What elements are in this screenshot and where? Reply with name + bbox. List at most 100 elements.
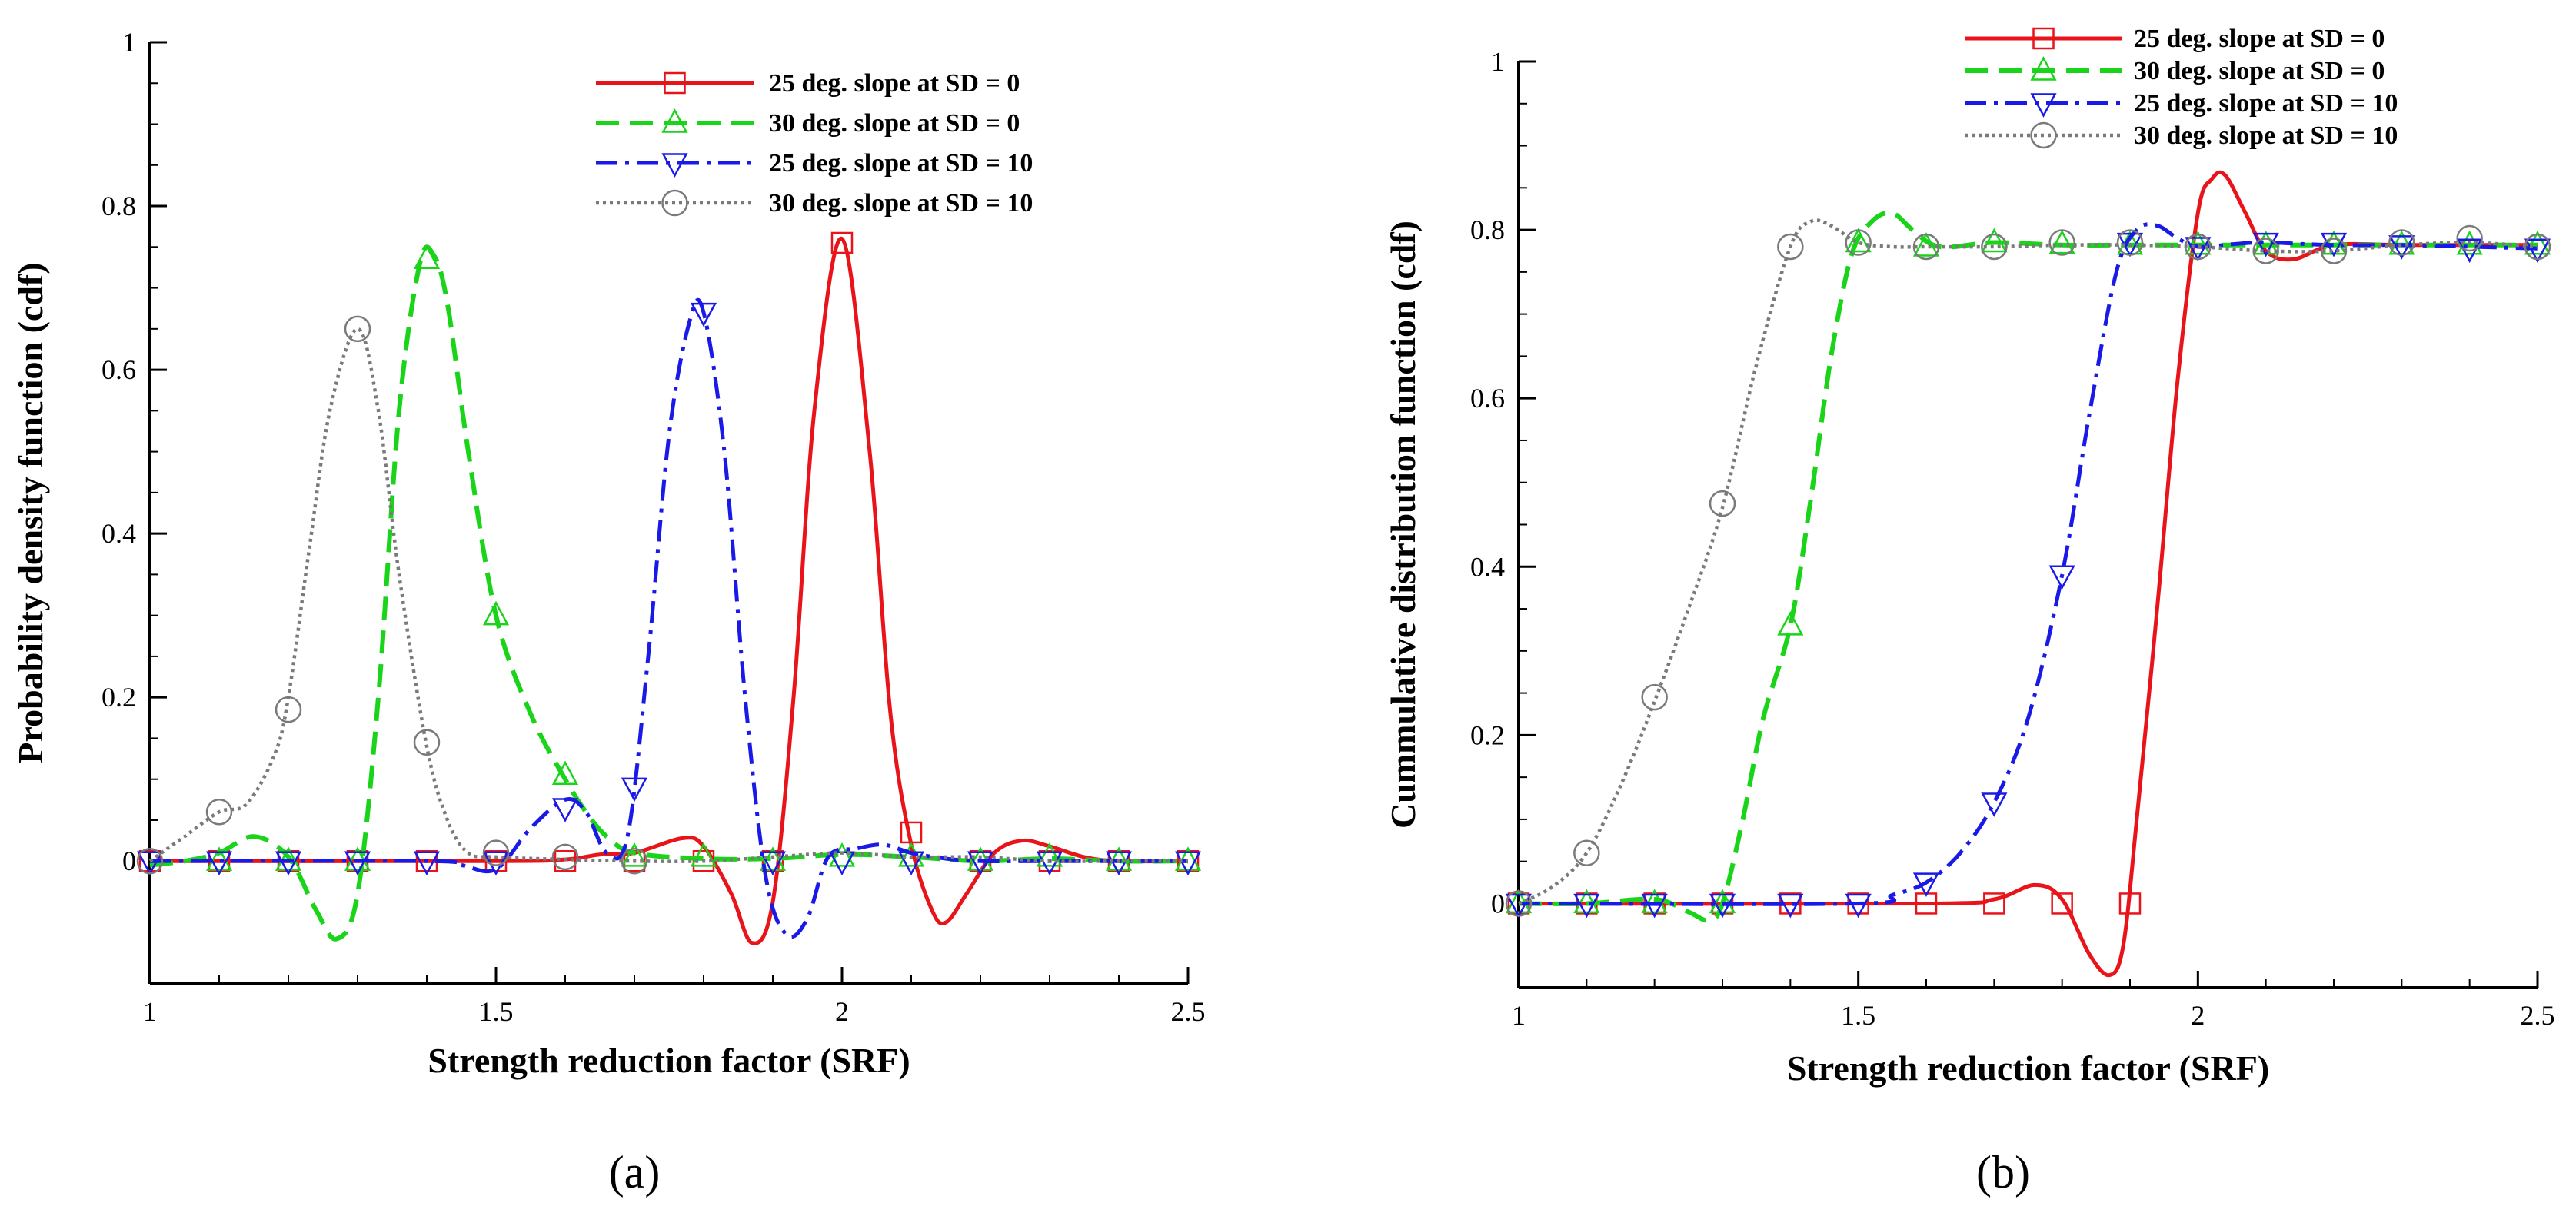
panel-a-data-point bbox=[344, 851, 371, 876]
panel-b-data-point bbox=[1845, 893, 1872, 919]
panel-a-data-point bbox=[1177, 849, 1200, 872]
panel-label-b: (b) bbox=[1976, 1147, 2030, 1198]
panel-b-data-point bbox=[1709, 490, 1736, 517]
panel-a-data-point bbox=[1174, 851, 1202, 876]
panel-b-data-point bbox=[2320, 232, 2348, 257]
panel-a-y-axis-title: Probability density function (cdf) bbox=[11, 262, 50, 763]
panel-a-series-4 bbox=[136, 315, 1188, 875]
panel-a-data-point bbox=[551, 798, 579, 822]
panel-b-legend-label: 25 deg. slope at SD = 10 bbox=[2134, 89, 2398, 118]
panel-a-data-point bbox=[482, 839, 510, 866]
panel-a-y-tick-label: 0.2 bbox=[102, 682, 136, 713]
panel-label-a: (a) bbox=[609, 1147, 661, 1198]
panel-b-data-point bbox=[1505, 890, 1533, 917]
panel-a-data-point bbox=[205, 846, 233, 871]
panel-a-legend-marker bbox=[661, 108, 688, 133]
panel-b-legend: 25 deg. slope at SD = 0 30 deg. slope at … bbox=[1965, 25, 2398, 150]
panel-b-legend-label: 30 deg. slope at SD = 10 bbox=[2134, 121, 2398, 150]
panel-a-data-point bbox=[554, 849, 577, 872]
panel-b-data-point bbox=[1983, 892, 2005, 915]
panel-b-data-point bbox=[2252, 232, 2279, 257]
panel-a-series-line bbox=[149, 244, 1189, 942]
panel-b-data-point bbox=[1845, 228, 1872, 253]
panel-b-data-point bbox=[1777, 893, 1804, 919]
panel-a-data-point bbox=[1036, 842, 1063, 867]
panel-b-chart: 1 1.5 2 2.5 0 0.2 0.4 0.6 0.8 1 Strength reduction… bbox=[1383, 25, 2555, 1088]
panel-b-data-point bbox=[2048, 229, 2075, 256]
panel-a-data-point bbox=[413, 244, 441, 269]
panel-b-series-3 bbox=[1505, 222, 2551, 919]
panel-a-legend-marker bbox=[661, 153, 688, 178]
panel-a-x-tick-label: 1 bbox=[143, 996, 157, 1027]
panel-a-data-point bbox=[136, 851, 164, 876]
panel-b-x-axis-title: Strength reduction factor (SRF) bbox=[1787, 1048, 2269, 1088]
panel-b-x-tick-label: 2 bbox=[2191, 1000, 2205, 1031]
panel-b-y-tick-label: 0.2 bbox=[1470, 719, 1505, 750]
panel-b-data-point bbox=[1912, 233, 1940, 261]
panel-a-data-point bbox=[1105, 851, 1133, 876]
panel-b-data-point bbox=[1981, 792, 2008, 817]
panel-b-data-point bbox=[1777, 233, 1804, 261]
panel-a-legend-label: 25 deg. slope at SD = 0 bbox=[769, 69, 1020, 98]
panel-b-data-point bbox=[2051, 892, 2073, 915]
panel-a-data-point bbox=[897, 851, 925, 876]
panel-b-data-point bbox=[1641, 889, 1668, 914]
panel-a-data-point bbox=[275, 851, 302, 876]
panel-b-data-point bbox=[1912, 232, 1940, 257]
panel-b-series-1 bbox=[1507, 170, 2538, 978]
panel-a-y-tick-label: 0 bbox=[122, 846, 136, 876]
panel-a-data-point bbox=[413, 851, 441, 876]
panel-a-data-point bbox=[967, 846, 994, 871]
panel-a-series-line bbox=[149, 237, 1189, 945]
panel-b-y-tick-label: 1 bbox=[1491, 46, 1505, 77]
panel-a-data-point bbox=[621, 847, 648, 875]
panel-b-series-4 bbox=[1505, 218, 2551, 917]
panel-a-data-point bbox=[482, 600, 510, 626]
panel-b-legend-label: 30 deg. slope at SD = 0 bbox=[2134, 57, 2385, 85]
panel-a-x-tick-label: 1.5 bbox=[479, 996, 514, 1027]
panel-a-data-point bbox=[551, 843, 579, 871]
panel-b-data-point bbox=[1573, 893, 1600, 919]
panel-b-data-point bbox=[1777, 611, 1804, 636]
panel-a-data-point bbox=[690, 842, 717, 867]
panel-b-data-point bbox=[2116, 229, 2144, 256]
panel-a-data-point bbox=[759, 851, 787, 876]
panel-b-x-tick-label: 1.5 bbox=[1841, 1000, 1875, 1031]
panel-a-legend-marker bbox=[664, 71, 686, 95]
panel-b-data-point bbox=[2185, 230, 2212, 255]
panel-a-legend-marker bbox=[661, 189, 688, 217]
panel-a-data-point bbox=[830, 231, 854, 254]
panel-b-data-point bbox=[1709, 889, 1736, 914]
panel-b-data-point bbox=[1709, 893, 1736, 919]
panel-b-data-point bbox=[1573, 839, 1600, 866]
panel-a-series-line bbox=[149, 297, 1188, 939]
panel-b-legend-marker bbox=[2030, 93, 2057, 118]
panel-a-data-point bbox=[551, 760, 579, 786]
panel-a-legend-label: 30 deg. slope at SD = 10 bbox=[769, 189, 1033, 218]
panel-b-data-point bbox=[2118, 892, 2142, 915]
panel-b-data-point bbox=[2388, 235, 2415, 260]
panel-b-data-point bbox=[1641, 893, 1668, 919]
panel-a-data-point bbox=[205, 851, 233, 876]
panel-b-data-point bbox=[2456, 238, 2483, 264]
panel-b-data-point bbox=[2185, 237, 2212, 261]
panel-a-data-point bbox=[205, 799, 233, 826]
panel-b-data-point bbox=[1573, 889, 1600, 914]
panel-a-series-line bbox=[148, 327, 1188, 863]
panel-b-data-point bbox=[2048, 229, 2075, 254]
panel-a-series-2 bbox=[149, 244, 1202, 942]
panel-b-series-2 bbox=[1505, 210, 2551, 923]
panel-a-series-1 bbox=[138, 231, 1200, 945]
panel-a-y-tick-label: 0.8 bbox=[102, 191, 136, 221]
panel-b-y-tick-label: 0 bbox=[1491, 888, 1505, 919]
panel-a-series-3 bbox=[136, 297, 1202, 939]
panel-a-data-point bbox=[344, 315, 371, 343]
panel-b-series-line bbox=[1518, 170, 2538, 978]
panel-b-x-tick-label: 1 bbox=[1512, 1000, 1526, 1031]
panel-a-y-tick-label: 0.4 bbox=[102, 518, 136, 549]
panel-a-y-tick-label: 0.6 bbox=[102, 354, 136, 385]
panel-b-series-line bbox=[1518, 222, 2538, 906]
panel-b-data-point bbox=[2185, 233, 2212, 261]
panel-a-x-tick-label: 2.5 bbox=[1171, 996, 1206, 1027]
panel-b-data-point bbox=[2252, 238, 2279, 264]
